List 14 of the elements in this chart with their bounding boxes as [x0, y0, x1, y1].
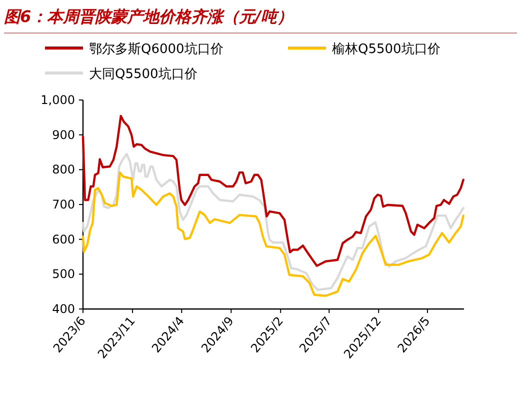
line-series: [82, 152, 464, 291]
y-tick-label: 800: [52, 162, 75, 177]
y-tick-label: 400: [52, 302, 75, 316]
chart-title: 图6：本周晋陕蒙产地价格齐涨（元/吨）: [4, 7, 293, 26]
y-tick-label: 600: [52, 232, 75, 246]
y-tick-label: 700: [52, 198, 75, 212]
legend-label: 鄂尔多斯Q6000坑口价: [89, 42, 224, 57]
y-tick-label: 1,000: [40, 93, 75, 107]
y-tick-label: 900: [52, 128, 75, 142]
legend-label: 大同Q5500坑口价: [89, 67, 198, 82]
line-series: [82, 114, 464, 267]
line-series: [82, 171, 464, 297]
legend-label: 榆林Q5500坑口价: [332, 42, 440, 57]
y-tick-label: 500: [52, 267, 75, 282]
